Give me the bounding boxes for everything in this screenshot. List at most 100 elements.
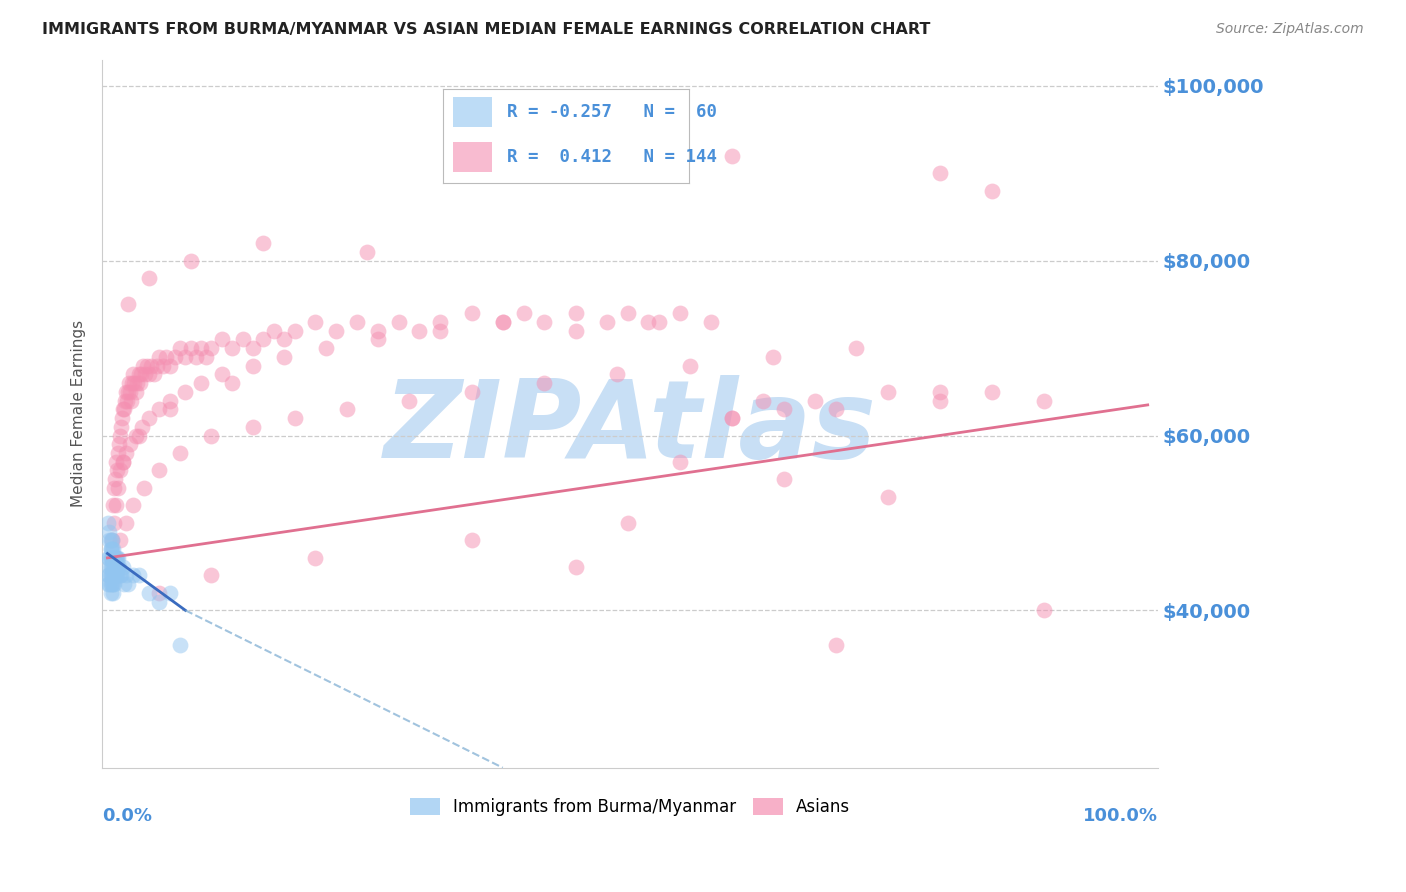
Point: [101, 586, 124, 600]
Point: [190, 341, 212, 355]
Point: [115, 393, 138, 408]
Point: [148, 402, 170, 417]
Text: IMMIGRANTS FROM BURMA/MYANMAR VS ASIAN MEDIAN FEMALE EARNINGS CORRELATION CHART: IMMIGRANTS FROM BURMA/MYANMAR VS ASIAN M…: [42, 22, 931, 37]
Point: [200, 568, 222, 582]
Point: [128, 428, 150, 442]
Point: [105, 550, 128, 565]
Point: [103, 481, 125, 495]
Point: [752, 393, 775, 408]
Point: [103, 550, 125, 565]
Point: [200, 341, 222, 355]
Point: [104, 550, 127, 565]
Point: [159, 586, 181, 600]
Point: [131, 419, 153, 434]
Point: [242, 419, 264, 434]
Point: [221, 376, 243, 390]
Point: [367, 332, 389, 346]
Point: [180, 253, 202, 268]
Point: [304, 550, 326, 565]
Point: [110, 568, 132, 582]
Point: [221, 341, 243, 355]
Point: [700, 315, 723, 329]
Point: [129, 368, 152, 382]
Point: [1032, 603, 1054, 617]
Point: [845, 341, 868, 355]
Point: [125, 376, 148, 390]
Point: [101, 577, 124, 591]
Point: [101, 568, 124, 582]
Point: [98, 559, 121, 574]
Point: [100, 533, 122, 548]
Point: [120, 393, 142, 408]
Text: Source: ZipAtlas.com: Source: ZipAtlas.com: [1216, 22, 1364, 37]
Point: [772, 472, 794, 486]
Point: [169, 638, 191, 652]
Point: [128, 368, 150, 382]
Point: [679, 359, 702, 373]
Point: [115, 384, 138, 399]
Point: [100, 577, 122, 591]
Point: [108, 463, 131, 477]
Point: [103, 577, 125, 591]
Point: [263, 324, 285, 338]
Point: [174, 384, 197, 399]
Point: [120, 437, 142, 451]
Point: [211, 368, 233, 382]
Point: [232, 332, 254, 346]
Point: [668, 455, 690, 469]
Point: [824, 402, 846, 417]
Point: [336, 402, 359, 417]
Point: [273, 332, 295, 346]
Point: [107, 446, 129, 460]
Point: [124, 384, 146, 399]
Point: [138, 411, 160, 425]
Point: [668, 306, 690, 320]
Point: [159, 359, 181, 373]
Point: [111, 559, 134, 574]
Point: [108, 533, 131, 548]
Point: [388, 315, 411, 329]
Point: [110, 419, 132, 434]
Point: [325, 324, 347, 338]
Point: [273, 350, 295, 364]
Point: [98, 577, 121, 591]
Point: [104, 472, 127, 486]
Point: [304, 315, 326, 329]
Point: [564, 306, 586, 320]
Bar: [453, 96, 492, 127]
Point: [762, 350, 785, 364]
Point: [169, 341, 191, 355]
Point: [155, 350, 177, 364]
Point: [101, 499, 124, 513]
Point: [100, 586, 122, 600]
Point: [122, 499, 145, 513]
Point: [148, 594, 170, 608]
Bar: [453, 142, 492, 171]
Point: [97, 550, 120, 565]
Point: [114, 393, 136, 408]
Point: [139, 359, 162, 373]
Point: [980, 184, 1002, 198]
Point: [97, 577, 120, 591]
Point: [134, 368, 156, 382]
Point: [138, 586, 160, 600]
Point: [98, 524, 121, 539]
Point: [122, 368, 145, 382]
Point: [408, 324, 430, 338]
Point: [429, 324, 451, 338]
Point: [928, 166, 950, 180]
Point: [184, 350, 207, 364]
Point: [346, 315, 368, 329]
Point: [105, 568, 128, 582]
Point: [108, 568, 131, 582]
Legend: Immigrants from Burma/Myanmar, Asians: Immigrants from Burma/Myanmar, Asians: [404, 791, 858, 823]
Point: [108, 437, 131, 451]
Point: [111, 455, 134, 469]
Point: [132, 359, 155, 373]
Point: [100, 577, 122, 591]
Point: [720, 411, 742, 425]
Point: [596, 315, 619, 329]
Point: [101, 559, 124, 574]
Point: [876, 384, 898, 399]
Point: [200, 428, 222, 442]
